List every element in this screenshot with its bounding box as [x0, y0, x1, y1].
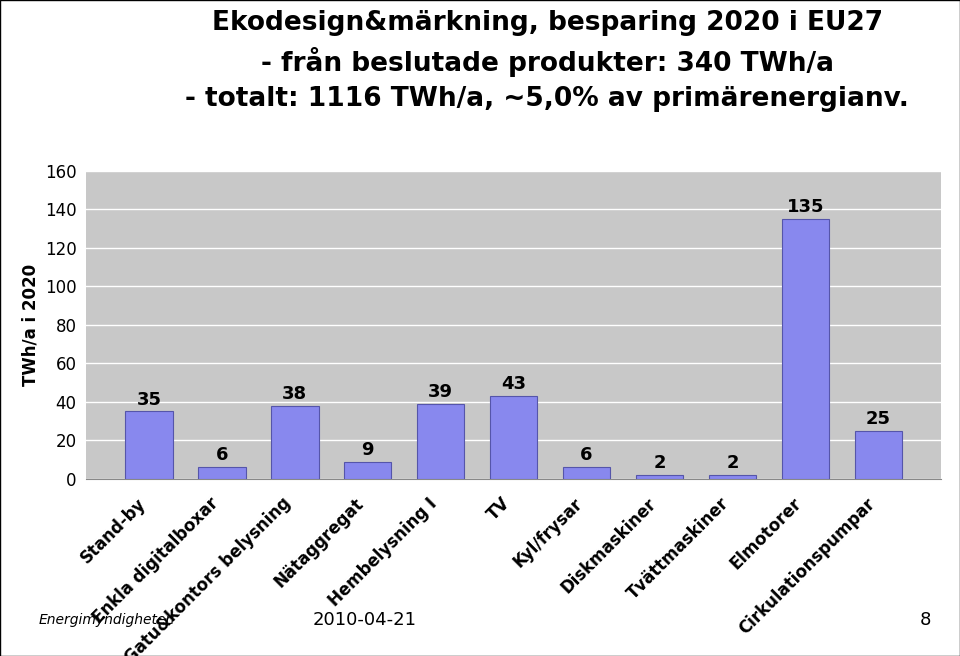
Text: 135: 135: [786, 198, 824, 216]
Text: 6: 6: [580, 447, 592, 464]
Text: 35: 35: [136, 390, 161, 409]
Text: 2: 2: [726, 454, 738, 472]
Text: 2010-04-21: 2010-04-21: [313, 611, 417, 629]
Text: Enkla digitalboxar: Enkla digitalboxar: [89, 495, 222, 627]
Text: Gatu&kontors belysning: Gatu&kontors belysning: [122, 495, 295, 656]
Text: 2: 2: [653, 454, 665, 472]
Text: Cirkulationspumpar: Cirkulationspumpar: [735, 495, 878, 638]
Bar: [198, 467, 246, 479]
Text: 9: 9: [362, 441, 374, 459]
Text: 43: 43: [501, 375, 526, 393]
Bar: [417, 403, 465, 479]
Bar: [708, 475, 756, 479]
Bar: [490, 396, 538, 479]
Text: Hembelysning I: Hembelysning I: [325, 495, 441, 609]
Text: 6: 6: [216, 447, 228, 464]
Text: 38: 38: [282, 385, 307, 403]
Text: 25: 25: [866, 410, 891, 428]
Bar: [125, 411, 173, 479]
Text: 39: 39: [428, 383, 453, 401]
Text: Kyl/frysar: Kyl/frysar: [510, 495, 587, 571]
Bar: [271, 405, 319, 479]
Bar: [854, 431, 902, 479]
Text: Ekodesign&märkning, besparing 2020 i EU27
- från beslutade produkter: 340 TWh/a
: Ekodesign&märkning, besparing 2020 i EU2…: [185, 10, 909, 112]
Text: Stand-by: Stand-by: [77, 495, 149, 567]
Text: 8: 8: [920, 611, 931, 629]
Bar: [344, 462, 392, 479]
Text: Nätaggregat: Nätaggregat: [272, 495, 368, 591]
Bar: [781, 218, 829, 479]
Text: TV: TV: [484, 495, 514, 524]
Y-axis label: TWh/a i 2020: TWh/a i 2020: [21, 264, 39, 386]
Text: Tvättmaskiner: Tvättmaskiner: [624, 495, 732, 603]
Bar: [636, 475, 684, 479]
Text: Elmotorer: Elmotorer: [727, 495, 805, 573]
Text: Energimyndigheten: Energimyndigheten: [38, 613, 175, 627]
Bar: [563, 467, 611, 479]
Text: Diskmaskiner: Diskmaskiner: [557, 495, 660, 596]
